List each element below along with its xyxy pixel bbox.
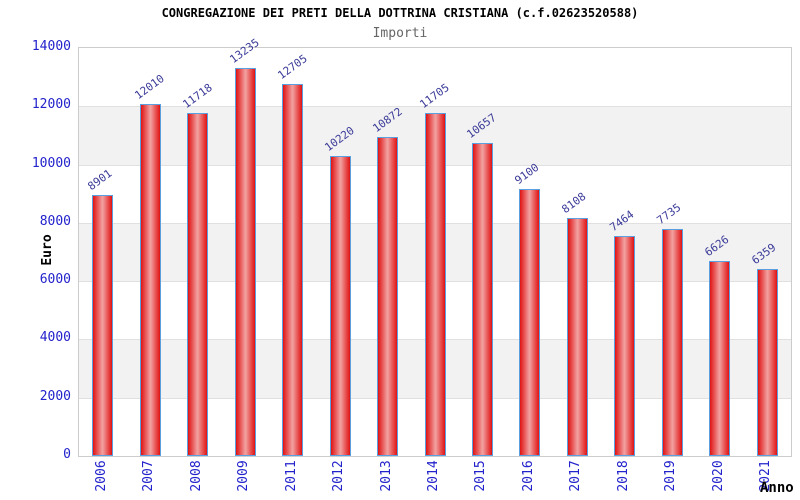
x-tick-label: 2006 <box>93 460 109 492</box>
y-tick-label: 8000 <box>39 213 71 229</box>
x-tick-label: 2011 <box>283 460 299 492</box>
x-tick-label: 2009 <box>236 460 252 492</box>
x-tick-label: 2014 <box>426 460 441 492</box>
y-tick-label: 12000 <box>31 97 71 113</box>
bar-2011 <box>282 83 304 456</box>
bar-2007 <box>139 104 161 456</box>
y-tick-label: 4000 <box>39 330 71 346</box>
chart-subtitle: Importi <box>372 26 428 41</box>
bar-2014 <box>424 112 446 456</box>
bar-2012 <box>329 156 351 456</box>
x-tick-label: 2017 <box>568 460 584 492</box>
y-tick-label: 6000 <box>39 272 71 288</box>
bar-2018 <box>614 236 636 456</box>
x-tick-label: 2013 <box>378 460 394 492</box>
x-tick-label: 2018 <box>615 460 631 492</box>
chart-title: CONGREGAZIONE DEI PRETI DELLA DOTTRINA C… <box>161 6 639 20</box>
bar-2019 <box>661 228 683 456</box>
y-tick-label: 2000 <box>39 388 71 404</box>
x-tick-label: 2015 <box>473 460 489 492</box>
x-tick-label: 2012 <box>331 460 347 492</box>
y-tick-label: 0 <box>63 447 71 462</box>
x-tick-label: 2020 <box>710 460 726 492</box>
x-tick-label: 2019 <box>663 460 679 492</box>
x-tick-label: 2016 <box>520 460 536 492</box>
x-tick-label: 2008 <box>188 460 204 492</box>
x-axis-title: Anno <box>760 480 794 496</box>
bar-2020 <box>709 260 731 456</box>
bar-2016 <box>519 188 541 456</box>
y-tick-label: 14000 <box>31 39 71 54</box>
bar-2013 <box>377 137 399 456</box>
bar-2006 <box>92 194 114 456</box>
bar-2008 <box>187 112 209 456</box>
bar-2015 <box>471 143 493 456</box>
gridline <box>79 106 791 108</box>
bar-2009 <box>234 68 256 456</box>
x-tick-label: 2007 <box>141 460 157 492</box>
y-tick-label: 10000 <box>31 155 71 171</box>
bar-2021 <box>756 268 778 456</box>
plot-area: 8901 12010 11718 13235 12705 10220 10872 11705 1… <box>78 36 792 457</box>
y-axis-title: Euro <box>40 234 55 266</box>
bar-2017 <box>566 217 588 456</box>
